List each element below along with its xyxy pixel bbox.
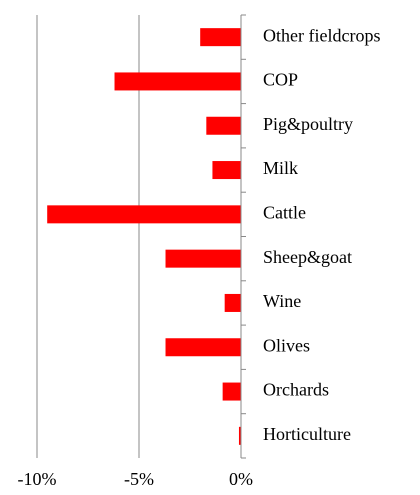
bar <box>212 161 241 180</box>
y-tick-label: COP <box>263 70 298 90</box>
bar <box>238 426 241 445</box>
y-tick-label: Orchards <box>263 380 329 400</box>
y-tick-label: Wine <box>263 291 301 311</box>
bar <box>206 116 241 135</box>
bar <box>47 205 242 224</box>
y-tick-label: Milk <box>263 158 298 178</box>
bar <box>224 293 241 312</box>
bar <box>200 28 241 47</box>
y-tick-label: Other fieldcrops <box>263 25 380 45</box>
x-tick-label: -10% <box>18 469 57 489</box>
y-tick-label: Cattle <box>263 202 306 222</box>
y-tick-label: Horticulture <box>263 424 351 444</box>
bar <box>165 249 241 268</box>
y-tick-label: Sheep&goat <box>263 247 352 267</box>
y-tick-label: Olives <box>263 335 310 355</box>
x-tick-label: 0% <box>229 469 253 489</box>
bar <box>114 72 241 91</box>
y-tick-label: Pig&poultry <box>263 114 353 134</box>
bar <box>222 382 241 401</box>
bar <box>165 338 241 357</box>
x-tick-label: -5% <box>124 469 154 489</box>
